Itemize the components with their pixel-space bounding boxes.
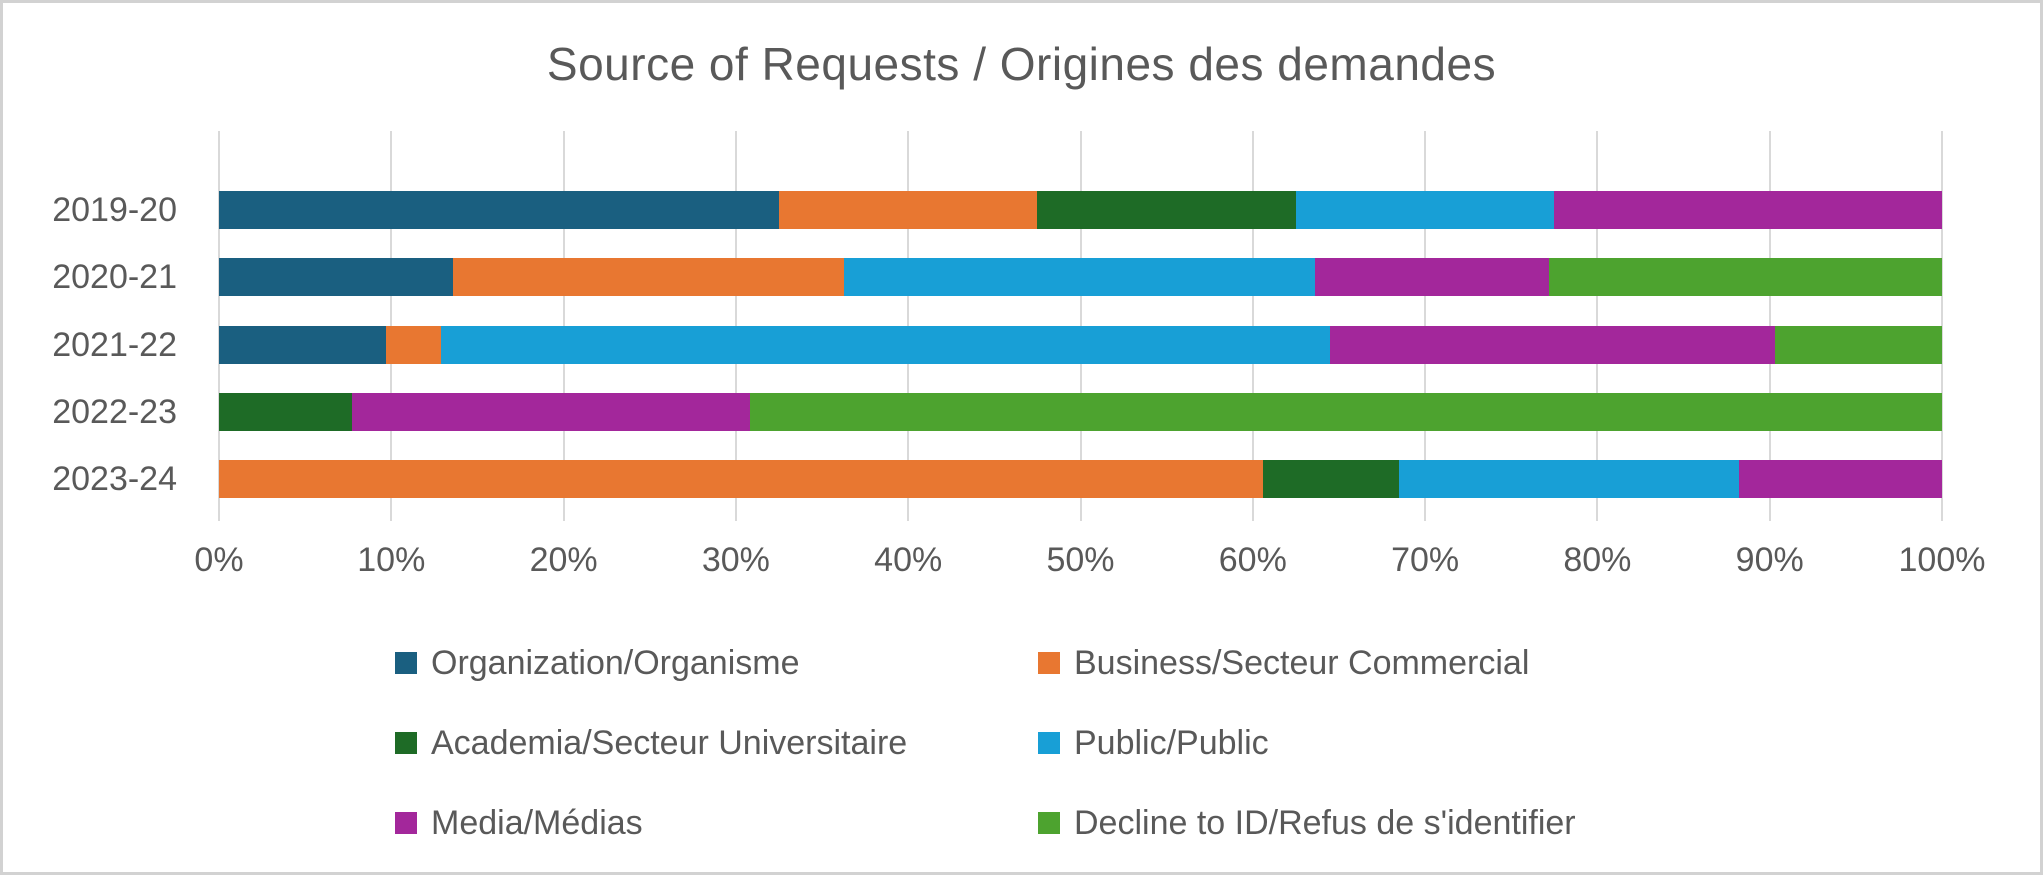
legend-swatch bbox=[395, 732, 417, 754]
x-tick-label: 20% bbox=[529, 541, 598, 579]
bar-segment bbox=[1774, 325, 1942, 364]
bar-segment bbox=[219, 258, 454, 297]
bar-segment bbox=[441, 325, 1331, 364]
x-axis-labels: 0% 10% 20% 30% 40% 50% 60% 70% 80% 90% 100% bbox=[194, 541, 1985, 586]
bar-segment bbox=[219, 392, 352, 431]
x-tick-label: 90% bbox=[1735, 541, 1804, 579]
bar-segment bbox=[1399, 460, 1739, 499]
legend-item: Business/Secteur Commercial bbox=[1038, 644, 1576, 683]
legend-label: Business/Secteur Commercial bbox=[1074, 643, 1530, 682]
bar-segment bbox=[219, 191, 779, 229]
x-tick-label: 40% bbox=[874, 541, 943, 579]
plot-area bbox=[218, 131, 1943, 521]
legend-item: Academia/Secteur Universitaire bbox=[395, 724, 1038, 763]
chart-title: Source of Requests / Origines des demand… bbox=[546, 38, 1497, 90]
bar-segment bbox=[351, 392, 750, 431]
bar-segment bbox=[386, 325, 442, 364]
bar-segment bbox=[778, 191, 1038, 229]
bar-segment bbox=[219, 460, 1264, 499]
category-label: 2022-23 bbox=[52, 392, 177, 431]
y-axis-labels: 2019-20 2020-21 2021-22 2022-23 2023-24 bbox=[3, 131, 195, 521]
legend-label: Organization/Organisme bbox=[431, 643, 800, 682]
legend-label: Public/Public bbox=[1074, 723, 1269, 762]
legend-label: Media/Médias bbox=[431, 803, 643, 842]
x-tick-label: 60% bbox=[1218, 541, 1287, 579]
category-label: 2021-22 bbox=[52, 325, 177, 364]
x-tick-label: 10% bbox=[357, 541, 426, 579]
legend-swatch bbox=[395, 652, 417, 674]
bar-segment bbox=[749, 392, 1942, 431]
bar-segment bbox=[1549, 258, 1942, 297]
bar-row-2023-24 bbox=[219, 460, 1942, 499]
bar-row-2021-22 bbox=[219, 325, 1942, 364]
legend-swatch bbox=[1038, 652, 1060, 674]
bar-segment bbox=[1554, 191, 1942, 229]
legend-swatch bbox=[1038, 732, 1060, 754]
x-tick-label: 0% bbox=[194, 541, 244, 579]
bar-segment bbox=[219, 325, 387, 364]
legend-item: Media/Médias bbox=[395, 804, 1038, 843]
legend: Organization/Organisme Business/Secteur C… bbox=[395, 623, 1576, 863]
legend-item: Public/Public bbox=[1038, 724, 1576, 763]
x-tick-label: 70% bbox=[1391, 541, 1460, 579]
legend-label: Academia/Secteur Universitaire bbox=[431, 723, 908, 762]
category-label: 2019-20 bbox=[52, 191, 177, 229]
gridline bbox=[1941, 131, 1943, 521]
bar-segment bbox=[1330, 325, 1775, 364]
bar-segment bbox=[1738, 460, 1942, 499]
bar-segment bbox=[1037, 191, 1296, 229]
legend-item: Decline to ID/Refus de s'identifier bbox=[1038, 804, 1576, 843]
x-tick-label: 100% bbox=[1898, 541, 1986, 579]
bar-row-2020-21 bbox=[219, 258, 1942, 297]
bar-segment bbox=[1295, 191, 1555, 229]
bar-segment bbox=[1263, 460, 1400, 499]
legend-item: Organization/Organisme bbox=[395, 644, 1038, 683]
legend-swatch bbox=[395, 812, 417, 834]
x-tick-label: 50% bbox=[1046, 541, 1115, 579]
category-label: 2023-24 bbox=[52, 460, 177, 499]
bar-row-2022-23 bbox=[219, 392, 1942, 431]
bar-segment bbox=[844, 258, 1315, 297]
bar-row-2019-20 bbox=[219, 191, 1942, 229]
bar-segment bbox=[1314, 258, 1550, 297]
legend-label: Decline to ID/Refus de s'identifier bbox=[1074, 803, 1576, 842]
x-tick-label: 80% bbox=[1563, 541, 1632, 579]
bar-segment bbox=[453, 258, 845, 297]
x-tick-label: 30% bbox=[701, 541, 770, 579]
category-label: 2020-21 bbox=[52, 258, 177, 297]
legend-swatch bbox=[1038, 812, 1060, 834]
